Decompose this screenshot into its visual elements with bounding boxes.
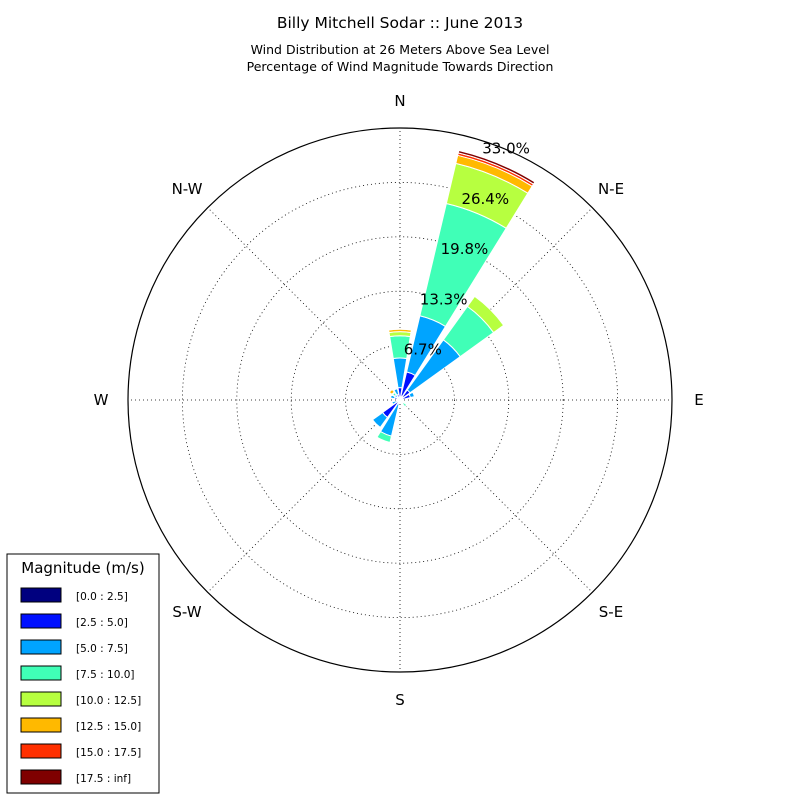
wind-bar-segment	[388, 388, 395, 395]
legend-label: [17.5 : inf]	[76, 773, 131, 785]
ring-label: 6.7%	[404, 341, 442, 359]
legend-label: [5.0 : 7.5]	[76, 643, 128, 655]
ring-label: 19.8%	[441, 240, 489, 258]
legend-swatch	[20, 587, 62, 603]
legend-title: Magnitude (m/s)	[21, 559, 144, 577]
grid-ring	[236, 236, 564, 564]
wind-bar-segment	[400, 399, 403, 401]
grid-spoke	[399, 399, 593, 593]
chart-subtitle-line-1: Wind Distribution at 26 Meters Above Sea…	[251, 42, 550, 57]
wind-bar-segment	[391, 400, 398, 406]
wind-bar-segment	[371, 411, 389, 429]
legend-label: [2.5 : 5.0]	[76, 617, 128, 629]
wind-bar-segment	[376, 430, 393, 444]
direction-label-n: N	[394, 92, 405, 110]
direction-label-sw: S-W	[172, 603, 201, 621]
wind-bar-segment	[466, 295, 505, 334]
legend: Magnitude (m/s) [0.0 : 2.5] [2.5 : 5.0] [5…	[6, 553, 160, 794]
direction-label-e: E	[694, 391, 703, 409]
grid-ring	[345, 345, 455, 455]
grid-ring	[181, 181, 619, 619]
legend-swatch	[20, 743, 62, 759]
legend-swatch	[20, 769, 62, 785]
legend-swatch	[20, 717, 62, 733]
legend-label: [0.0 : 2.5]	[76, 591, 128, 603]
chart-title: Billy Mitchell Sodar :: June 2013	[277, 14, 523, 32]
chart-subtitle-line-2: Percentage of Wind Magnitude Towards Dir…	[247, 59, 554, 74]
wind-bar-segment	[401, 401, 408, 408]
polar-outer-circle	[127, 127, 673, 673]
legend-label: [7.5 : 10.0]	[76, 669, 134, 681]
wind-bars	[371, 149, 536, 444]
ring-label: 33.0%	[482, 140, 530, 158]
direction-label-se: S-E	[599, 603, 623, 621]
grid-spoke	[207, 207, 401, 401]
wind-bar-segment	[387, 327, 413, 331]
legend-swatch	[20, 639, 62, 655]
legend-swatch	[20, 691, 62, 707]
ring-labels: 6.7% 13.3% 19.8% 26.4% 33.0%	[404, 140, 530, 359]
legend-items: [0.0 : 2.5] [2.5 : 5.0] [5.0 : 7.5] [7.5 : …	[20, 587, 141, 785]
ring-label: 13.3%	[420, 290, 468, 308]
legend-swatch	[20, 665, 62, 681]
direction-label-ne: N-E	[598, 180, 624, 198]
grid-spoke	[207, 399, 401, 593]
polar-grid	[128, 128, 672, 672]
direction-label-w: W	[94, 391, 109, 409]
legend-label: [10.0 : 12.5]	[76, 695, 141, 707]
wind-bar-segment	[457, 149, 536, 185]
legend-label: [12.5 : 15.0]	[76, 721, 141, 733]
legend-label: [15.0 : 17.5]	[76, 747, 141, 759]
ring-label: 26.4%	[461, 190, 509, 208]
wind-bar-segment	[393, 388, 400, 396]
direction-label-s: S	[395, 691, 405, 709]
wind-bar-segment	[408, 391, 416, 399]
legend-swatch	[20, 613, 62, 629]
wind-bar-segment	[388, 393, 393, 399]
direction-label-nw: N-W	[172, 180, 203, 198]
